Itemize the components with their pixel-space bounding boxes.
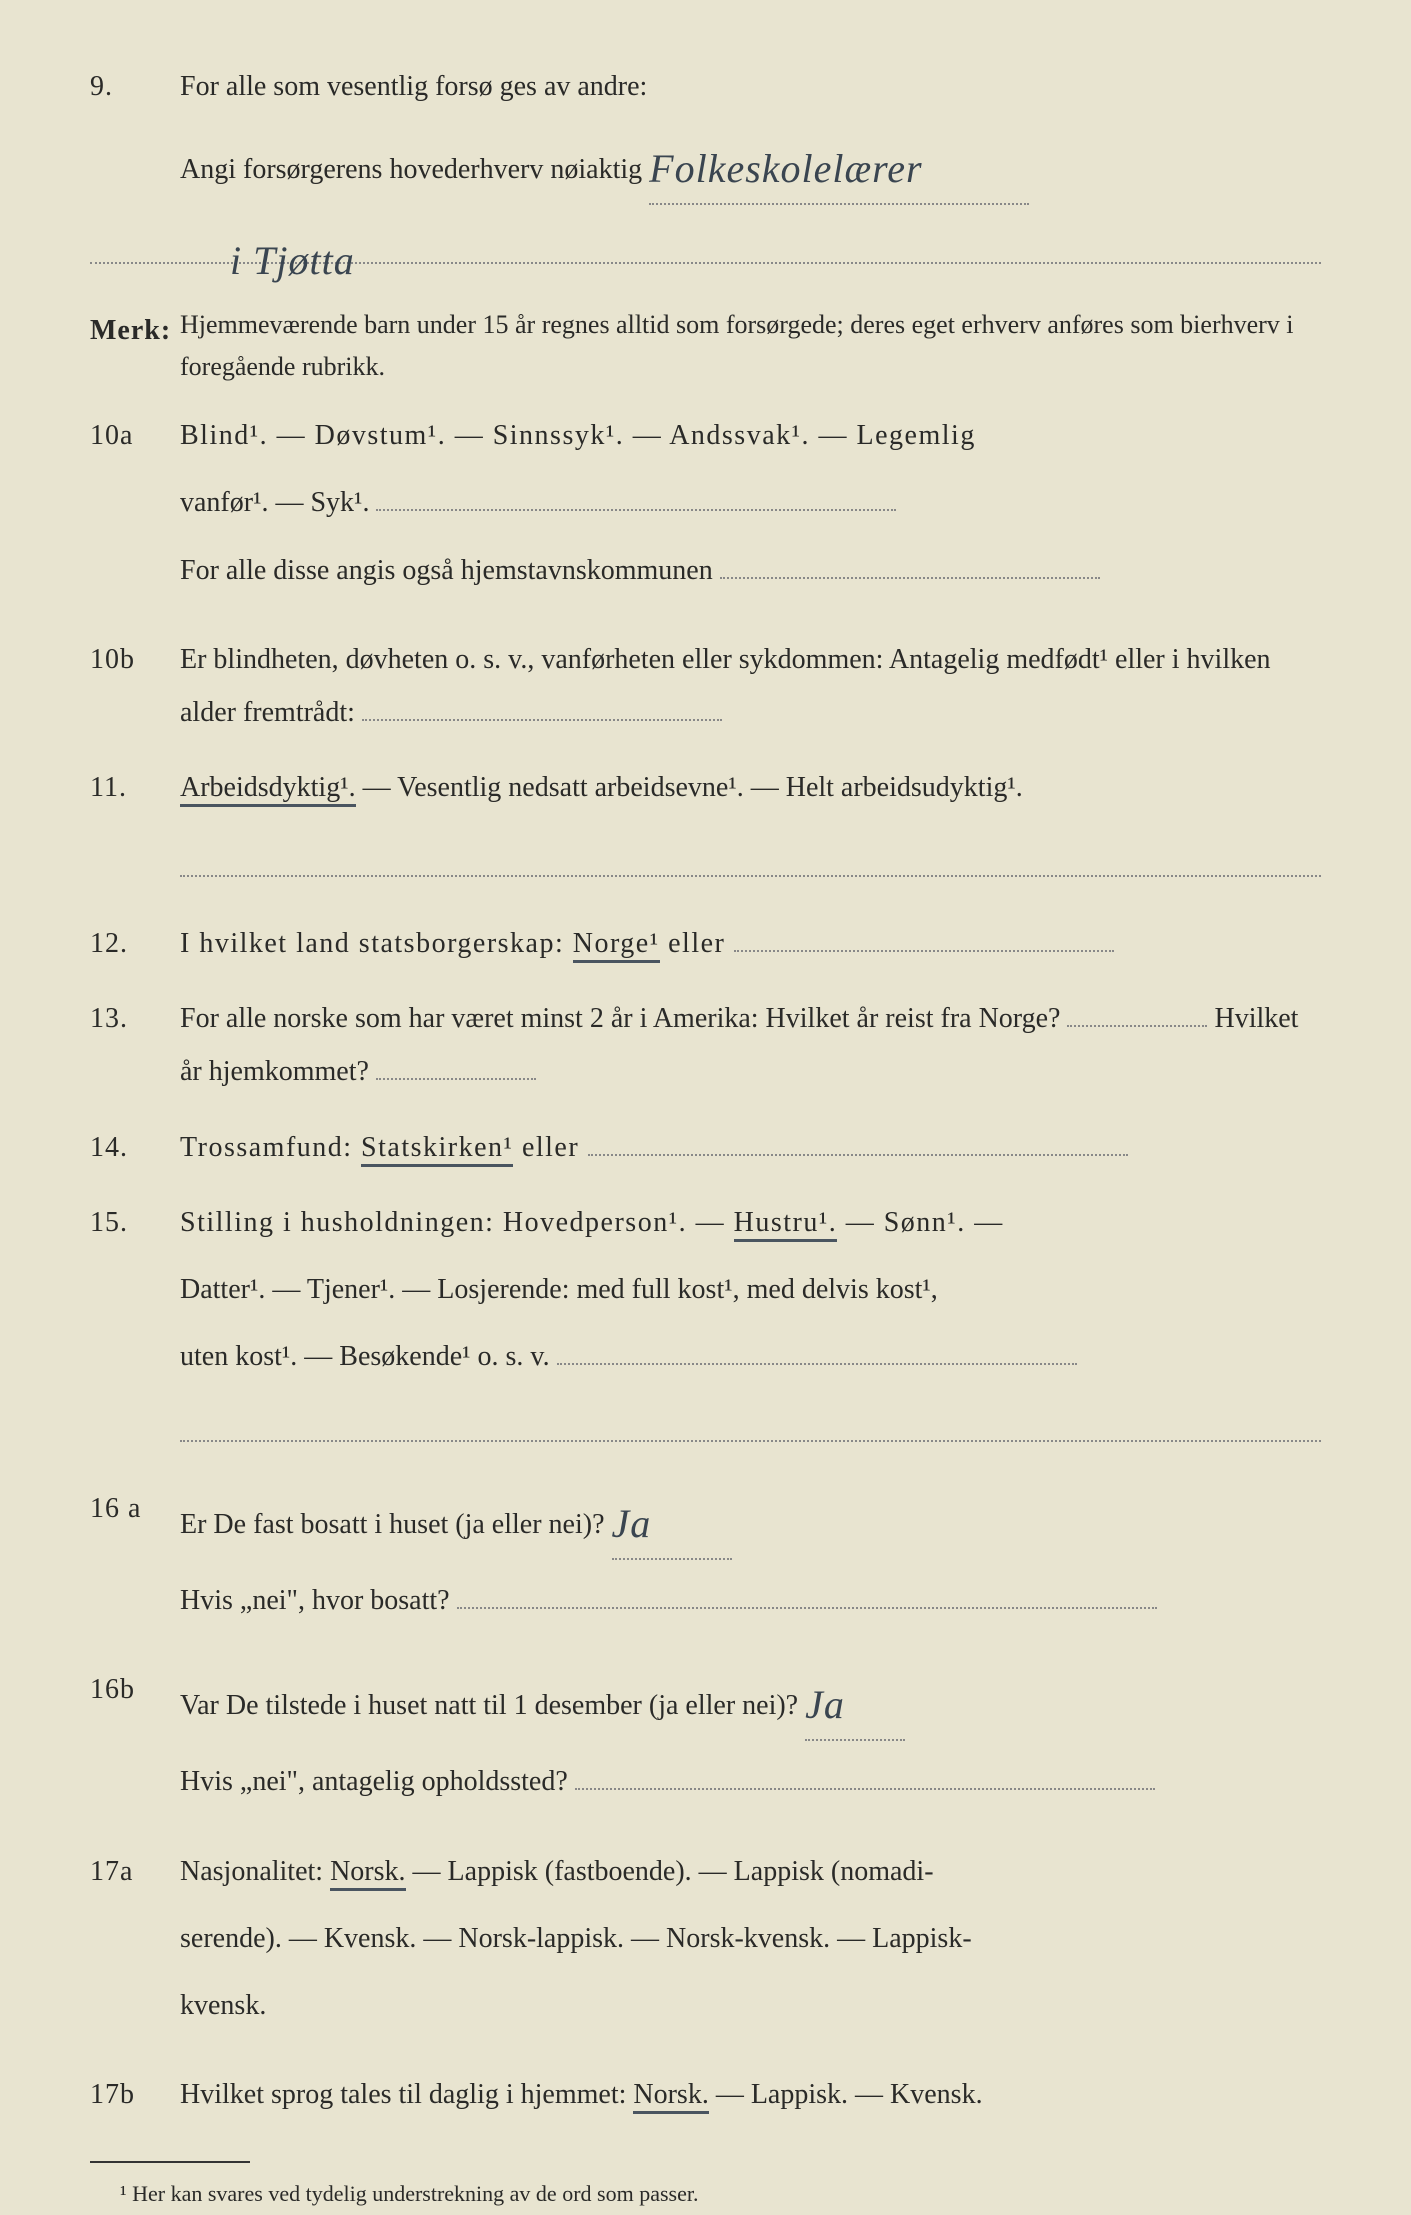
question-17b: 17b Hvilket sprog tales til daglig i hje… [90, 2068, 1321, 2121]
merk-note: Merk: Hjemmeværende barn under 15 år reg… [90, 304, 1321, 387]
merk-label: Merk: [90, 304, 180, 357]
q12-underlined: Norge¹ [573, 928, 660, 963]
merk-text: Hjemmeværende barn under 15 år regnes al… [180, 304, 1321, 387]
q14-underlined: Statskirken¹ [361, 1132, 513, 1167]
q9-text: For alle som vesentlig forsø ges av andr… [180, 71, 647, 102]
q10a-line2: vanfør¹. — Syk¹. [180, 487, 369, 518]
q13-text: For alle norske som har været minst 2 år… [180, 1003, 1060, 1034]
q16a-line2: Hvis „nei", hvor bosatt? [180, 1585, 450, 1616]
q15-line2: Datter¹. — Tjener¹. — Losjerende: med fu… [180, 1263, 1321, 1316]
q14-number: 14. [90, 1121, 180, 1174]
q9-number: 9. [90, 60, 180, 113]
q17b-post: — Lappisk. — Kvensk. [709, 2079, 983, 2110]
q9-line2: Angi forsørgerens hovederhverv nøiaktig [180, 154, 642, 185]
question-16b: 16b Var De tilstede i huset natt til 1 d… [90, 1663, 1321, 1822]
q17a-line2: serende). — Kvensk. — Norsk-lappisk. — N… [180, 1912, 1321, 1965]
q12-number: 12. [90, 917, 180, 970]
q16a-number: 16 a [90, 1482, 180, 1535]
q10b-body: Er blindheten, døvheten o. s. v., vanfør… [180, 633, 1321, 739]
question-10b: 10b Er blindheten, døvheten o. s. v., va… [90, 633, 1321, 739]
q17b-number: 17b [90, 2068, 180, 2121]
q15-line3: uten kost¹. — Besøkende¹ o. s. v. [180, 1341, 550, 1372]
q14-pre: Trossamfund: [180, 1132, 361, 1163]
q17a-body: Nasjonalitet: Norsk. — Lappisk (fastboen… [180, 1845, 1321, 2047]
q9-body: For alle som vesentlig forsø ges av andr… [180, 60, 1321, 282]
q10a-line1: Blind¹. — Døvstum¹. — Sinnssyk¹. — Andss… [180, 409, 1321, 462]
q10b-number: 10b [90, 633, 180, 686]
q16b-text: Var De tilstede i huset natt til 1 desem… [180, 1690, 798, 1721]
question-13: 13. For alle norske som har været minst … [90, 992, 1321, 1098]
q11-body: Arbeidsdyktig¹. — Vesentlig nedsatt arbe… [180, 761, 1321, 895]
q14-post: eller [513, 1132, 579, 1163]
footnote-marker: ¹ [120, 2181, 127, 2206]
q13-body: For alle norske som har været minst 2 år… [180, 992, 1321, 1098]
footnote: ¹ Her kan svares ved tydelig understrekn… [120, 2173, 1321, 2215]
q11-underlined: Arbeidsdyktig¹. [180, 772, 356, 807]
q16a-text: Er De fast bosatt i huset (ja eller nei)… [180, 1509, 605, 1540]
q15-number: 15. [90, 1196, 180, 1249]
q15-body: Stilling i husholdningen: Hovedperson¹. … [180, 1196, 1321, 1460]
q17a-post: — Lappisk (fastboende). — Lappisk (nomad… [406, 1856, 934, 1887]
q11-number: 11. [90, 761, 180, 814]
q12-pre: I hvilket land statsborgerskap: [180, 928, 573, 959]
question-14: 14. Trossamfund: Statskirken¹ eller [90, 1121, 1321, 1174]
question-12: 12. I hvilket land statsborgerskap: Norg… [90, 917, 1321, 970]
footnote-rule [90, 2161, 250, 2163]
q16b-handwritten: Ja [805, 1682, 845, 1727]
q9-handwritten1: Folkeskolelærer [649, 146, 922, 191]
q15-pre: Stilling i husholdningen: Hovedperson¹. … [180, 1207, 734, 1238]
question-9: 9. For alle som vesentlig forsø ges av a… [90, 60, 1321, 282]
q16b-body: Var De tilstede i huset natt til 1 desem… [180, 1663, 1321, 1822]
q16b-number: 16b [90, 1663, 180, 1716]
q10a-line3: For alle disse angis også hjemstavnskomm… [180, 555, 713, 586]
q10b-text: Er blindheten, døvheten o. s. v., vanfør… [180, 644, 1271, 728]
q15-underlined: Hustru¹. [734, 1207, 838, 1242]
question-11: 11. Arbeidsdyktig¹. — Vesentlig nedsatt … [90, 761, 1321, 895]
q16a-handwritten: Ja [612, 1501, 652, 1546]
question-15: 15. Stilling i husholdningen: Hovedperso… [90, 1196, 1321, 1460]
q17b-pre: Hvilket sprog tales til daglig i hjemmet… [180, 2079, 633, 2110]
question-10a: 10a Blind¹. — Døvstum¹. — Sinnssyk¹. — A… [90, 409, 1321, 611]
q17a-line3: kvensk. [180, 1979, 1321, 2032]
footnote-text: Her kan svares ved tydelig understreknin… [132, 2181, 698, 2206]
q14-body: Trossamfund: Statskirken¹ eller [180, 1121, 1321, 1174]
q17a-number: 17a [90, 1845, 180, 1898]
q13-number: 13. [90, 992, 180, 1045]
q17a-underlined: Norsk. [330, 1856, 405, 1891]
q10a-number: 10a [90, 409, 180, 462]
q10a-body: Blind¹. — Døvstum¹. — Sinnssyk¹. — Andss… [180, 409, 1321, 611]
q17a-pre: Nasjonalitet: [180, 1856, 330, 1887]
q15-post: — Sønn¹. — [837, 1207, 1003, 1238]
q12-body: I hvilket land statsborgerskap: Norge¹ e… [180, 917, 1321, 970]
question-17a: 17a Nasjonalitet: Norsk. — Lappisk (fast… [90, 1845, 1321, 2047]
q11-rest: — Vesentlig nedsatt arbeidsevne¹. — Helt… [356, 772, 1023, 803]
census-form-page: 9. For alle som vesentlig forsø ges av a… [90, 60, 1321, 2215]
q9-handwritten2: i Tjøtta [230, 238, 355, 283]
question-16a: 16 a Er De fast bosatt i huset (ja eller… [90, 1482, 1321, 1641]
q17b-underlined: Norsk. [633, 2079, 708, 2114]
q16a-body: Er De fast bosatt i huset (ja eller nei)… [180, 1482, 1321, 1641]
q17b-body: Hvilket sprog tales til daglig i hjemmet… [180, 2068, 1321, 2121]
q12-post: eller [660, 928, 726, 959]
q16b-line2: Hvis „nei", antagelig opholdssted? [180, 1766, 568, 1797]
